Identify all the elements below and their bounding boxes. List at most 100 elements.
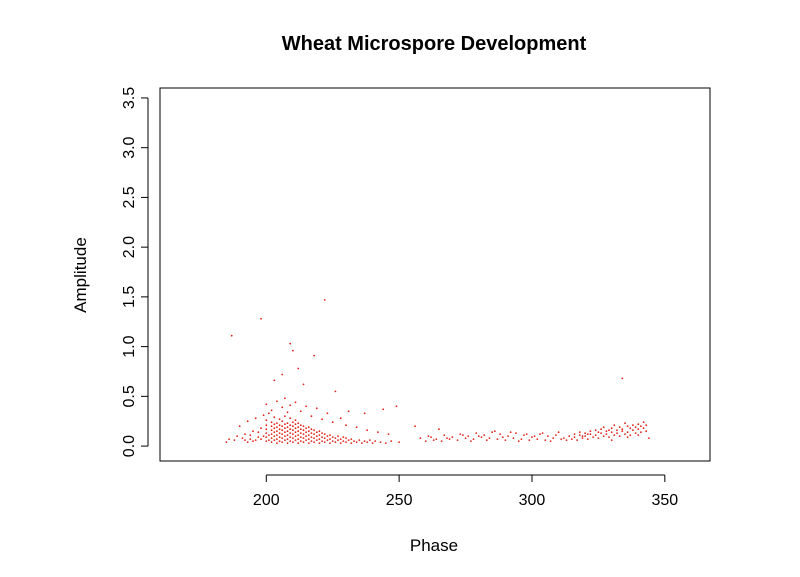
data-point — [262, 435, 265, 437]
data-point — [477, 435, 480, 437]
data-point — [539, 433, 541, 435]
data-point — [578, 431, 581, 434]
data-point — [318, 430, 321, 433]
data-point — [286, 422, 289, 425]
data-point — [584, 435, 586, 437]
data-point — [305, 427, 307, 430]
data-point — [581, 437, 584, 439]
data-point — [446, 437, 448, 439]
data-point — [331, 421, 334, 424]
data-point — [491, 431, 493, 434]
data-point — [602, 426, 605, 429]
y-tick-label: 3.0 — [121, 136, 138, 158]
data-point — [315, 407, 318, 410]
data-point — [281, 437, 284, 439]
data-point — [292, 425, 294, 428]
data-point — [597, 437, 600, 439]
data-point — [321, 418, 323, 421]
data-point — [278, 424, 281, 427]
data-point — [249, 434, 252, 436]
data-point — [238, 425, 241, 428]
data-point — [541, 432, 544, 434]
data-point — [626, 431, 629, 434]
data-point — [286, 434, 289, 436]
data-point — [584, 432, 586, 434]
data-point — [315, 431, 318, 434]
data-point — [313, 441, 315, 443]
data-point — [499, 433, 501, 435]
data-point — [618, 435, 621, 437]
data-point — [475, 432, 478, 434]
data-point — [608, 429, 610, 432]
y-tick-label: 1.0 — [121, 335, 138, 357]
data-point — [621, 428, 624, 431]
data-point — [512, 437, 515, 439]
data-point — [592, 436, 594, 438]
data-point — [456, 439, 459, 441]
data-point — [292, 429, 294, 432]
data-point — [464, 437, 467, 439]
data-point — [597, 431, 600, 434]
data-point — [624, 422, 626, 425]
data-point — [632, 424, 634, 427]
data-point — [252, 430, 254, 433]
data-point — [278, 440, 281, 442]
data-point — [297, 438, 300, 440]
data-point — [501, 436, 504, 438]
data-point — [273, 435, 276, 437]
data-point — [246, 441, 249, 443]
data-point — [284, 439, 286, 441]
data-point — [390, 440, 393, 442]
data-point — [350, 438, 353, 440]
data-point — [326, 439, 329, 441]
data-point — [260, 438, 262, 440]
data-point — [462, 434, 464, 436]
data-point — [337, 439, 339, 441]
data-point — [289, 440, 292, 442]
data-point — [568, 435, 571, 437]
data-point — [273, 439, 276, 441]
data-point — [363, 412, 366, 415]
data-point — [326, 412, 329, 415]
data-point — [305, 439, 307, 441]
data-point — [377, 431, 379, 434]
data-point — [297, 442, 300, 444]
data-point — [496, 438, 499, 440]
data-point — [281, 425, 284, 428]
data-point — [648, 437, 650, 439]
data-point — [334, 437, 337, 439]
y-axis: 0.0 0.5 1.0 1.5 2.0 2.5 3.0 3.5 — [121, 87, 149, 457]
data-point — [533, 435, 536, 437]
data-point — [281, 433, 284, 435]
data-point — [273, 416, 276, 419]
data-point — [467, 435, 470, 437]
data-point — [347, 439, 350, 441]
data-point — [395, 405, 398, 408]
data-point — [520, 438, 523, 440]
data-point — [233, 439, 236, 441]
data-point — [424, 440, 427, 442]
data-point — [581, 435, 584, 437]
data-point — [292, 441, 294, 443]
data-point — [616, 429, 618, 432]
data-point — [565, 439, 568, 441]
data-point — [613, 434, 616, 436]
data-point — [299, 436, 302, 438]
data-point — [244, 439, 246, 441]
data-point — [637, 434, 640, 436]
data-point — [315, 439, 318, 441]
data-point — [605, 433, 608, 435]
data-point — [302, 425, 305, 428]
data-point — [284, 423, 286, 426]
data-point — [289, 424, 292, 427]
data-point — [552, 437, 555, 439]
data-point — [323, 299, 326, 301]
data-point — [531, 436, 533, 438]
data-point — [345, 441, 347, 443]
data-point — [600, 432, 602, 434]
data-point — [563, 437, 565, 439]
y-tick-label: 3.5 — [121, 87, 138, 109]
data-point — [236, 435, 239, 437]
y-tick-label: 1.5 — [121, 286, 138, 308]
